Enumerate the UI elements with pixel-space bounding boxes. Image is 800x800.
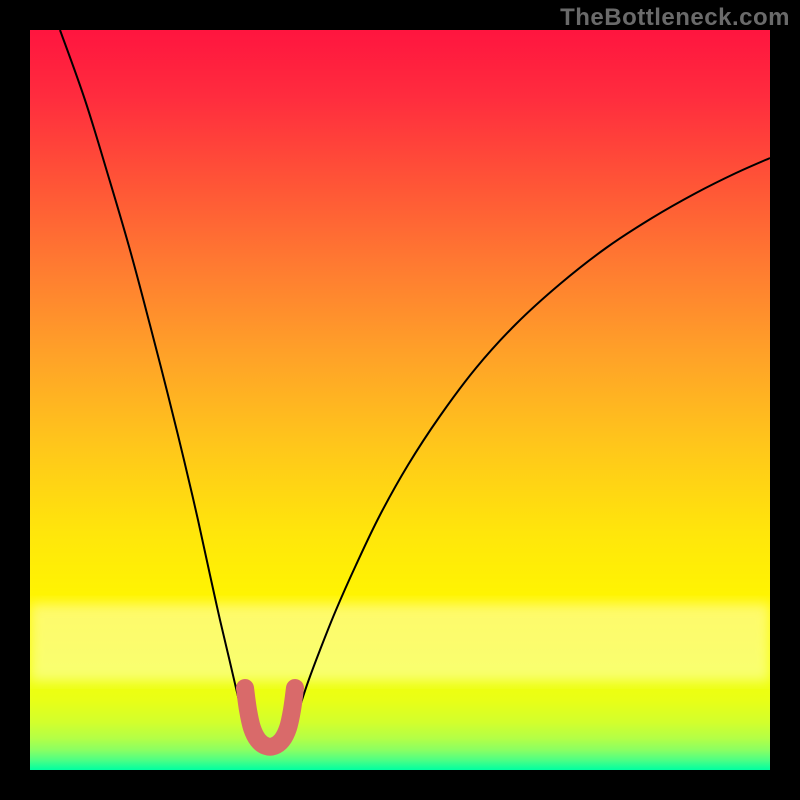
curve-layer: [30, 30, 770, 770]
outer-frame: TheBottleneck.com: [0, 0, 800, 800]
valley-marker: [245, 688, 295, 747]
watermark-text: TheBottleneck.com: [560, 4, 790, 32]
plot-area: [30, 30, 770, 770]
curve-left-branch: [60, 30, 245, 720]
curve-right-branch: [295, 158, 770, 720]
